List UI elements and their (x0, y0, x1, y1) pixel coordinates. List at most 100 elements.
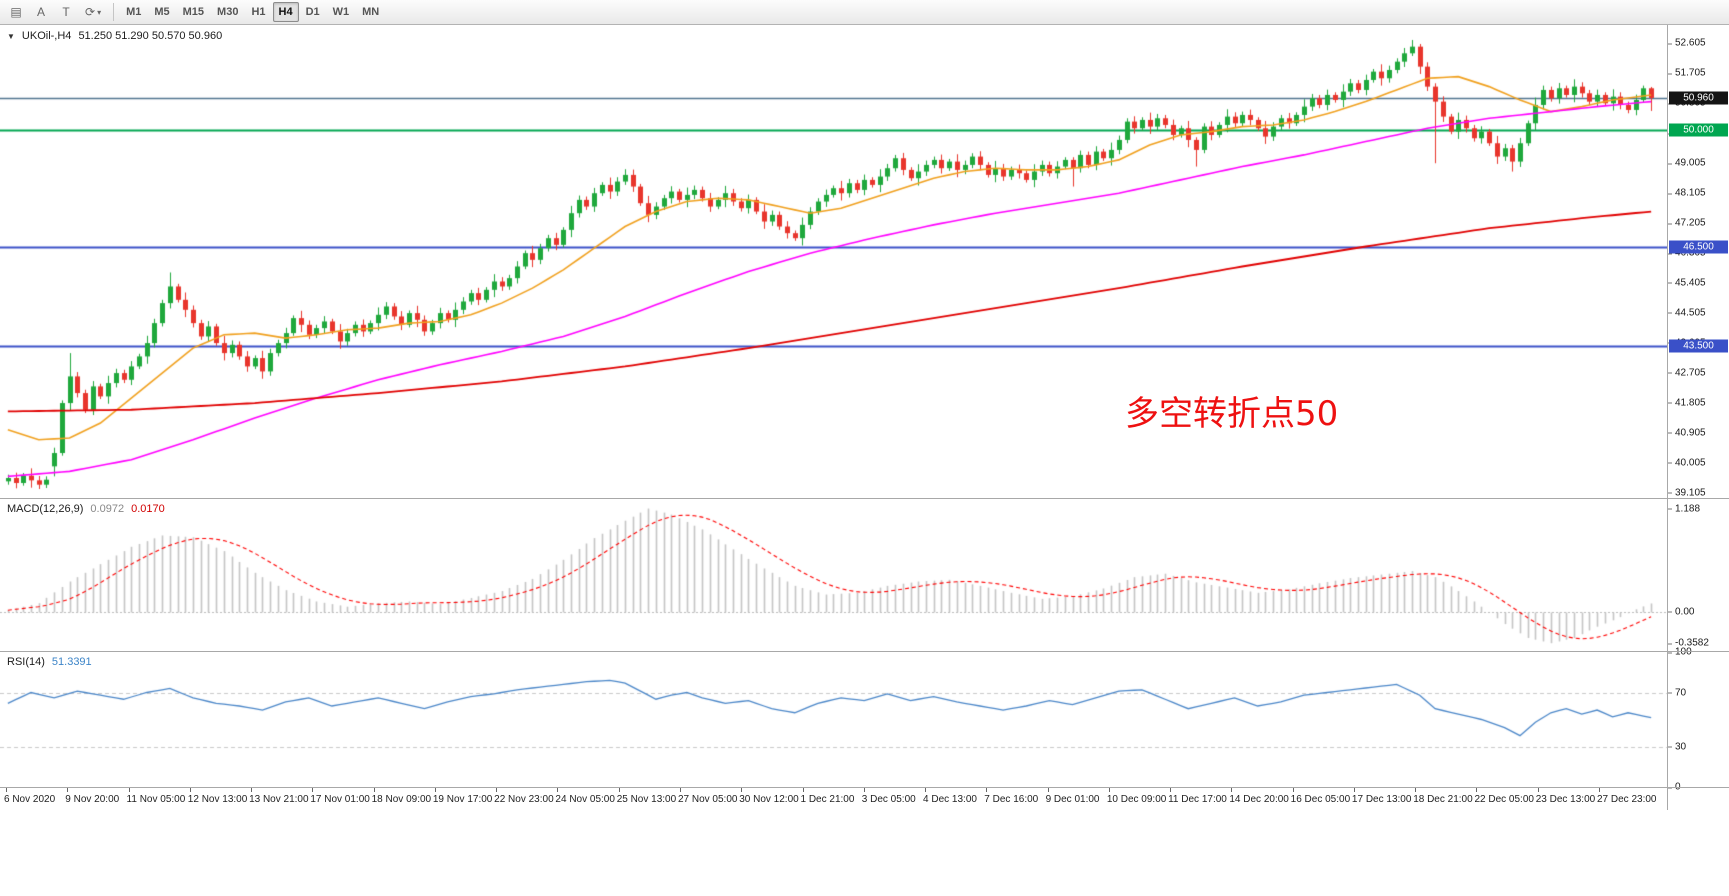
time-axis-label: 10 Dec 09:00 (1106, 794, 1167, 805)
time-axis-tick (128, 788, 130, 792)
time-axis-label: 18 Dec 21:00 (1413, 794, 1473, 805)
time-axis-tick (986, 788, 988, 792)
rsi-label: RSI(14) 51.3391 (7, 656, 92, 668)
price-level-badge: 43.500 (1669, 339, 1728, 353)
price-axis[interactable]: 52.60551.70550.80549.90549.00548.10547.2… (1667, 25, 1729, 810)
price-axis-label: 41.805 (1668, 397, 1706, 409)
cursor-a-icon: A (36, 5, 45, 19)
time-axis-label: 9 Nov 20:00 (65, 794, 120, 805)
time-axis-tick (1108, 788, 1110, 792)
time-axis-label: 23 Dec 13:00 (1535, 794, 1596, 805)
timeframe-m15-button[interactable]: M15 (177, 2, 210, 22)
price-axis-label: 48.105 (1668, 187, 1706, 199)
time-axis-label: 12 Nov 13:00 (187, 794, 248, 805)
time-axis-tick (434, 788, 436, 792)
price-axis-label: 40.905 (1668, 427, 1706, 439)
price-axis-label: 51.705 (1668, 67, 1706, 79)
symbol-timeframe-label: UKOil-,H4 (21, 30, 72, 42)
timeframe-h4-button[interactable]: H4 (272, 2, 299, 22)
time-axis-label: 6 Nov 2020 (4, 794, 56, 805)
rsi-indicator-canvas[interactable] (0, 652, 1667, 787)
chart-toolbar: ▤ A T ⟳ ▾ M1 M5 M15 M30 H1 H4 D1 W1 MN (0, 0, 1729, 25)
time-axis-tick (741, 788, 743, 792)
time-axis-tick (925, 788, 927, 792)
time-axis-tick (1537, 788, 1539, 792)
rsi-axis-label: 70 (1667, 687, 1687, 698)
time-axis-tick (496, 788, 498, 792)
symbol-cycle-icon: ⟳ (85, 5, 96, 19)
time-axis-tick (1231, 788, 1233, 792)
toolbar-chart-list-button[interactable]: ▤ (4, 2, 28, 22)
time-axis-label: 30 Nov 12:00 (739, 794, 799, 805)
time-axis-label: 22 Dec 05:00 (1474, 794, 1534, 805)
macd-main-value: 0.0972 (90, 503, 125, 515)
time-axis-label: 27 Dec 23:00 (1597, 794, 1657, 805)
collapse-triangle-icon[interactable]: ▼ (7, 31, 15, 41)
time-axis-tick (1476, 788, 1478, 792)
macd-indicator-canvas[interactable] (0, 499, 1667, 651)
time-axis-tick (67, 788, 69, 792)
rsi-axis-label: 30 (1667, 741, 1687, 752)
timeframe-m5-button[interactable]: M5 (148, 2, 175, 22)
time-axis-label: 18 Nov 09:00 (371, 794, 432, 805)
time-axis-label: 13 Nov 21:00 (249, 794, 309, 805)
time-axis-label: 19 Nov 17:00 (432, 794, 493, 805)
chart-text-annotation[interactable]: 多空转折点50 (1125, 394, 1339, 434)
timeframe-h1-button[interactable]: H1 (245, 2, 271, 22)
time-axis-label: 14 Dec 20:00 (1229, 794, 1289, 805)
time-axis-tick (189, 788, 191, 792)
time-axis-label: 4 Dec 13:00 (923, 794, 977, 805)
time-axis-tick (557, 788, 559, 792)
price-axis-label: 44.505 (1668, 307, 1706, 319)
time-axis-tick (1170, 788, 1172, 792)
pane-splitter[interactable] (0, 498, 1729, 499)
time-axis-tick (863, 788, 865, 792)
time-axis[interactable]: 6 Nov 2020 9 Nov 20:00 11 Nov 05:00 12 Nov … (0, 788, 1667, 810)
timeframe-d1-button[interactable]: D1 (300, 2, 326, 22)
toolbar-text-tool-button[interactable]: T (54, 2, 78, 22)
price-axis-label: 42.705 (1668, 367, 1706, 379)
main-price-chart-canvas[interactable] (0, 25, 1667, 498)
toolbar-symbol-cycle-button[interactable]: ⟳ ▾ (79, 2, 107, 22)
time-axis-tick (312, 788, 314, 792)
toolbar-separator (113, 3, 115, 21)
text-tool-icon: T (62, 5, 70, 19)
time-axis-tick (1292, 788, 1294, 792)
price-axis-label: 49.005 (1668, 157, 1706, 169)
chart-list-icon: ▤ (10, 5, 22, 19)
pane-splitter[interactable] (0, 787, 1729, 788)
time-axis-tick (802, 788, 804, 792)
rsi-value: 51.3391 (51, 656, 92, 668)
time-axis-label: 17 Dec 13:00 (1351, 794, 1412, 805)
macd-signal-value: 0.0170 (131, 503, 165, 515)
time-axis-tick (618, 788, 620, 792)
time-axis-label: 7 Dec 16:00 (984, 794, 1039, 805)
chevron-down-icon: ▾ (97, 7, 102, 17)
price-level-badge: 50.960 (1669, 91, 1728, 105)
timeframe-mn-button[interactable]: MN (356, 2, 385, 22)
price-level-badge: 46.500 (1669, 240, 1728, 253)
timeframe-m30-button[interactable]: M30 (211, 2, 244, 22)
toolbar-cursor-a-button[interactable]: A (29, 2, 53, 22)
timeframe-w1-button[interactable]: W1 (327, 2, 356, 22)
chart-title-ohlc: ▼ UKOil-,H4 51.250 51.290 50.570 50.960 (7, 30, 222, 42)
price-axis-label: 52.605 (1668, 37, 1706, 49)
time-axis-label: 11 Nov 05:00 (126, 794, 186, 805)
price-level-badge: 50.000 (1669, 123, 1728, 137)
time-axis-tick (1047, 788, 1049, 792)
macd-axis-label: -0.3582 (1668, 637, 1709, 649)
time-axis-label: 22 Nov 23:00 (494, 794, 554, 805)
pane-splitter[interactable] (0, 651, 1729, 652)
time-axis-tick (251, 788, 253, 792)
time-axis-label: 25 Nov 13:00 (616, 794, 677, 805)
time-axis-label: 27 Nov 05:00 (677, 794, 738, 805)
timeframe-m1-button[interactable]: M1 (120, 2, 147, 22)
macd-axis-label: 1.188 (1667, 503, 1701, 515)
time-axis-label: 1 Dec 21:00 (800, 794, 855, 805)
price-axis-label: 39.105 (1668, 487, 1706, 499)
price-axis-label: 47.205 (1668, 217, 1706, 229)
time-axis-label: 17 Nov 01:00 (310, 794, 370, 805)
price-axis-label: 46.305 (1668, 247, 1706, 259)
time-axis-label: 11 Dec 17:00 (1168, 794, 1227, 805)
